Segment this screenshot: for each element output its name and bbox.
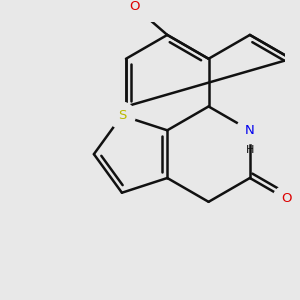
Text: O: O	[130, 0, 140, 13]
Text: N: N	[245, 124, 255, 137]
Circle shape	[237, 117, 263, 144]
Text: O: O	[281, 193, 292, 206]
Text: H: H	[246, 145, 254, 154]
Text: S: S	[118, 109, 126, 122]
Circle shape	[109, 102, 135, 129]
Circle shape	[273, 186, 299, 212]
Circle shape	[122, 0, 148, 20]
